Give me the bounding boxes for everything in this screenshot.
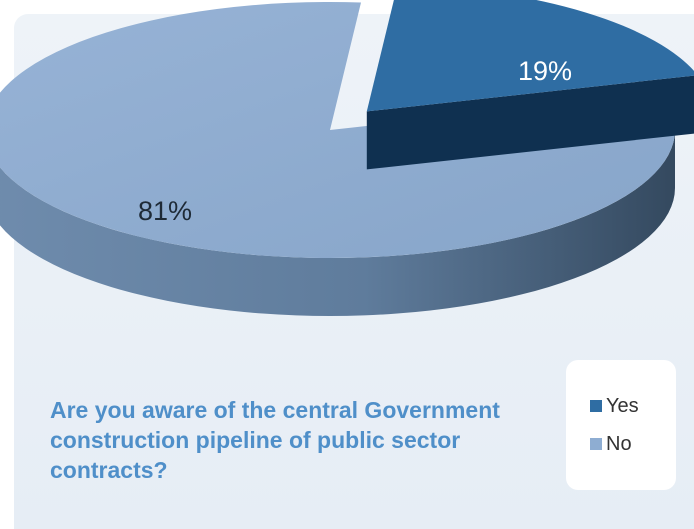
- legend-item-yes: Yes: [590, 394, 639, 418]
- chart-title: Are you aware of the central Government …: [50, 397, 500, 483]
- legend: Yes No: [566, 360, 676, 490]
- yes-value-label: 19%: [518, 56, 572, 86]
- legend-swatch-yes: [590, 400, 602, 412]
- yes-slice-cut-face: [366, 75, 694, 170]
- no-slice-side: [0, 130, 675, 316]
- yes-slice: [366, 0, 694, 112]
- legend-swatch-no: [590, 438, 602, 450]
- legend-label-no: No: [606, 432, 632, 455]
- legend-label-yes: Yes: [606, 394, 639, 417]
- no-slice: [0, 1, 675, 258]
- legend-item-no: No: [590, 432, 632, 456]
- no-value-label: 81%: [138, 196, 192, 226]
